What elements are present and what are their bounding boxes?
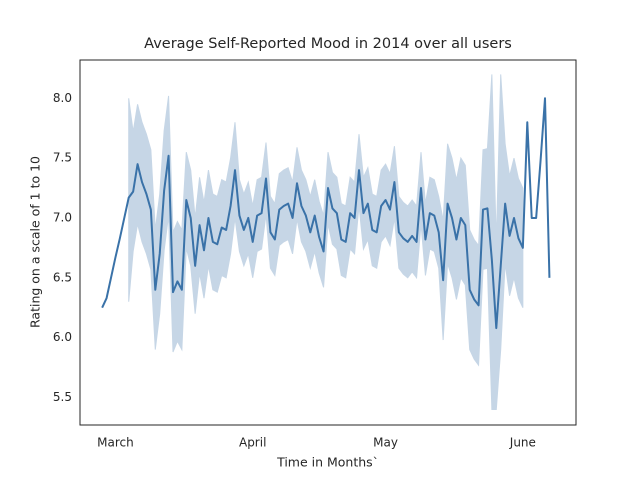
- mean-line: [101, 97, 551, 330]
- y-tick-label: 8.0: [53, 91, 72, 105]
- confidence-band: [128, 74, 524, 410]
- y-tick-label: 6.0: [53, 330, 72, 344]
- y-axis-label: Rating on a scale of 1 to 10: [28, 156, 43, 328]
- plot-frame: [79, 59, 577, 426]
- y-tick-label: 7.5: [53, 151, 72, 165]
- y-tick-label: 6.5: [53, 270, 72, 284]
- x-tick-label: May: [373, 436, 398, 450]
- y-tick-label: 5.5: [53, 390, 72, 404]
- chart-title: Average Self-Reported Mood in 2014 over …: [144, 36, 512, 52]
- y-tick-label: 7.0: [53, 210, 72, 224]
- x-tick-label: March: [97, 436, 134, 450]
- x-tick-label: June: [509, 436, 536, 450]
- x-tick-label: April: [239, 436, 266, 450]
- x-axis-label: Time in Months`: [276, 455, 379, 470]
